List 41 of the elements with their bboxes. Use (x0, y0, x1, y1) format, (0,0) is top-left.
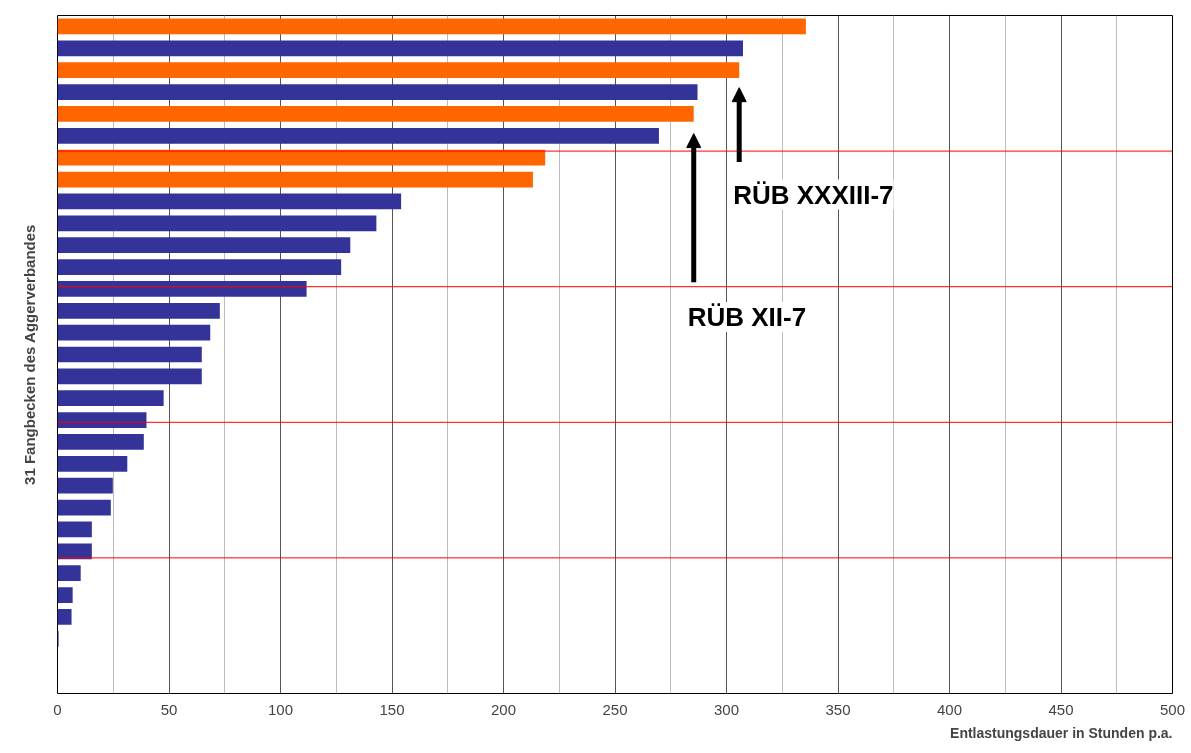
bar (57, 171, 533, 188)
bar (57, 346, 202, 363)
x-tick-label: 250 (602, 700, 628, 718)
bar (57, 259, 342, 275)
bar (57, 237, 351, 254)
x-tick-label: 50 (160, 700, 178, 718)
bar (57, 434, 144, 450)
bar (57, 368, 202, 385)
bar (57, 281, 307, 297)
bar (57, 477, 113, 494)
bar (57, 84, 698, 100)
x-tick-label: 300 (713, 700, 740, 718)
x-tick-label: 400 (936, 700, 963, 718)
bar (57, 499, 111, 516)
bar (57, 62, 740, 79)
x-tick-label: 150 (379, 700, 405, 718)
y-axis-title: 31 Fangbecken des Aggerverbandes (20, 224, 38, 485)
x-tick-label: 0 (53, 700, 62, 718)
bar (57, 324, 211, 341)
bar (57, 390, 164, 407)
bar (57, 106, 694, 122)
annotation: RÜB XXXIII-7 (733, 179, 894, 210)
bar (57, 215, 377, 232)
bar (57, 521, 92, 538)
bar (57, 565, 81, 582)
bar (57, 412, 147, 428)
bar (57, 193, 402, 210)
bar (57, 40, 743, 57)
x-tick-label: 100 (267, 700, 294, 718)
x-axis-title: Entlastungsdauer in Stunden p.a. (950, 724, 1173, 741)
bar (57, 587, 73, 603)
x-tick-label: 350 (825, 700, 851, 718)
x-tick-label: 200 (490, 700, 517, 718)
bar (57, 609, 72, 625)
bar (57, 18, 806, 35)
x-tick-label: 500 (1159, 700, 1186, 718)
x-tick-label: 450 (1048, 700, 1074, 718)
bar (57, 302, 220, 319)
annotation: RÜB XII-7 (687, 302, 807, 333)
bar (57, 127, 659, 144)
bar (57, 455, 128, 472)
